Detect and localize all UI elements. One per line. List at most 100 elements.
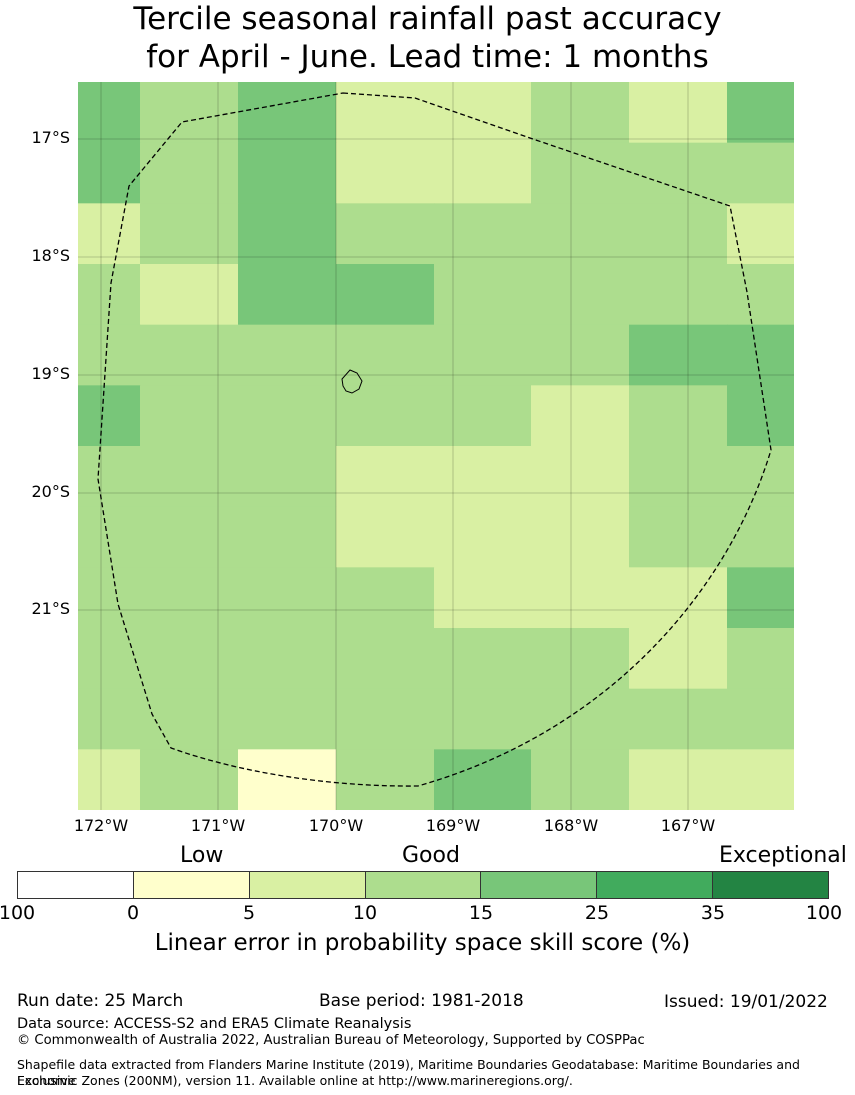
grid-cell bbox=[629, 142, 728, 204]
grid-cell bbox=[140, 628, 239, 690]
grid-cell bbox=[238, 203, 337, 265]
grid-cell bbox=[238, 506, 337, 568]
grid-cell bbox=[629, 203, 728, 265]
grid-cell bbox=[727, 203, 794, 265]
grid-cell bbox=[78, 628, 141, 690]
grid-cell bbox=[78, 749, 141, 810]
colorbar-tick: 10 bbox=[352, 902, 378, 924]
colorbar-tick: 15 bbox=[468, 902, 494, 924]
grid-cell bbox=[629, 506, 728, 568]
grid-cell bbox=[78, 446, 141, 508]
grid-cell bbox=[238, 264, 337, 326]
grid-cell bbox=[140, 264, 239, 326]
grid-cell bbox=[727, 688, 794, 750]
grid-cell bbox=[629, 264, 728, 326]
grid-cell bbox=[78, 203, 141, 265]
grid-cell bbox=[727, 324, 794, 386]
title-line-2: for April - June. Lead time: 1 months bbox=[146, 39, 709, 75]
grid-cell bbox=[336, 264, 435, 326]
grid-cell bbox=[336, 385, 435, 447]
grid-cell bbox=[434, 688, 532, 750]
lon-label-172w: 172°W bbox=[73, 816, 129, 835]
grid-cell bbox=[629, 324, 728, 386]
grid-cell bbox=[140, 446, 239, 508]
colorbar-tick: 35 bbox=[700, 902, 726, 924]
grid-cell bbox=[336, 203, 435, 265]
grid-cell bbox=[336, 749, 435, 810]
colorbar-segment bbox=[18, 872, 134, 898]
colorbar-category-low: Low bbox=[180, 843, 224, 868]
grid-cell bbox=[140, 506, 239, 568]
grid-cell bbox=[434, 385, 532, 447]
grid-cell bbox=[531, 324, 630, 386]
colorbar-category-good: Good bbox=[402, 843, 460, 868]
grid-cell bbox=[531, 749, 630, 810]
colorbar-category-exceptional: Exceptional bbox=[719, 843, 847, 868]
grid-cell bbox=[434, 203, 532, 265]
grid-cell bbox=[78, 82, 141, 144]
grid-cell bbox=[629, 628, 728, 690]
grid-cell bbox=[78, 264, 141, 326]
grid-cell bbox=[140, 688, 239, 750]
grid-cell bbox=[238, 446, 337, 508]
colorbar-segment bbox=[133, 872, 250, 898]
colorbar bbox=[17, 871, 829, 899]
grid-cell bbox=[434, 324, 532, 386]
lon-label-171w: 171°W bbox=[190, 816, 246, 835]
grid-cell bbox=[629, 446, 728, 508]
grid-cell bbox=[78, 506, 141, 568]
data-source: Data source: ACCESS-S2 and ERA5 Climate … bbox=[17, 1016, 412, 1032]
grid-cell bbox=[727, 628, 794, 690]
grid-cell bbox=[78, 142, 141, 204]
grid-cell bbox=[434, 264, 532, 326]
grid-cell bbox=[727, 749, 794, 810]
lat-label-19s: 19°S bbox=[31, 364, 70, 383]
grid-cell bbox=[336, 446, 435, 508]
grid-cell bbox=[78, 567, 141, 629]
grid-cell bbox=[434, 142, 532, 204]
grid-cell bbox=[336, 688, 435, 750]
grid-cell bbox=[531, 628, 630, 690]
grid-cell bbox=[434, 628, 532, 690]
lon-label-167w: 167°W bbox=[660, 816, 716, 835]
issued-date: Issued: 19/01/2022 bbox=[664, 992, 828, 1012]
grid-cell bbox=[336, 628, 435, 690]
colorbar-label: Linear error in probability space skill … bbox=[154, 930, 691, 956]
colorbar-tick: 5 bbox=[242, 902, 256, 924]
grid-cell bbox=[629, 749, 728, 810]
skill-map bbox=[78, 82, 794, 810]
colorbar-tick: 100 bbox=[805, 902, 843, 924]
grid-cell bbox=[531, 446, 630, 508]
grid-cell bbox=[727, 385, 794, 447]
colorbar-segment bbox=[713, 872, 829, 898]
grid-cell bbox=[629, 567, 728, 629]
grid-cell bbox=[629, 688, 728, 750]
shapefile-credit-line-1: Shapefile data extracted from Flanders M… bbox=[17, 1057, 800, 1088]
grid-cell bbox=[78, 385, 141, 447]
grid-cell bbox=[238, 142, 337, 204]
grid-cell bbox=[629, 385, 728, 447]
lat-label-18s: 18°S bbox=[31, 246, 70, 265]
grid-cell bbox=[727, 82, 794, 144]
grid-cell bbox=[238, 749, 337, 810]
lon-label-168w: 168°W bbox=[543, 816, 599, 835]
grid-cell bbox=[531, 567, 630, 629]
grid-cell bbox=[140, 324, 239, 386]
grid-cell bbox=[140, 385, 239, 447]
grid-cell bbox=[727, 264, 794, 326]
run-date: Run date: 25 March bbox=[17, 991, 184, 1011]
grid-cell bbox=[531, 506, 630, 568]
colorbar-segment bbox=[365, 872, 482, 898]
grid-cell bbox=[238, 628, 337, 690]
colorbar-segment bbox=[249, 872, 366, 898]
grid-cell bbox=[140, 142, 239, 204]
grid-cell bbox=[727, 506, 794, 568]
grid-cell bbox=[434, 749, 532, 810]
lat-label-20s: 20°S bbox=[31, 482, 70, 501]
grid-cell bbox=[336, 82, 435, 144]
grid-cell bbox=[434, 567, 532, 629]
colorbar-segment bbox=[597, 872, 714, 898]
lon-label-170w: 170°W bbox=[308, 816, 364, 835]
colorbar-tick: 0 bbox=[126, 902, 140, 924]
graticule bbox=[78, 82, 794, 810]
